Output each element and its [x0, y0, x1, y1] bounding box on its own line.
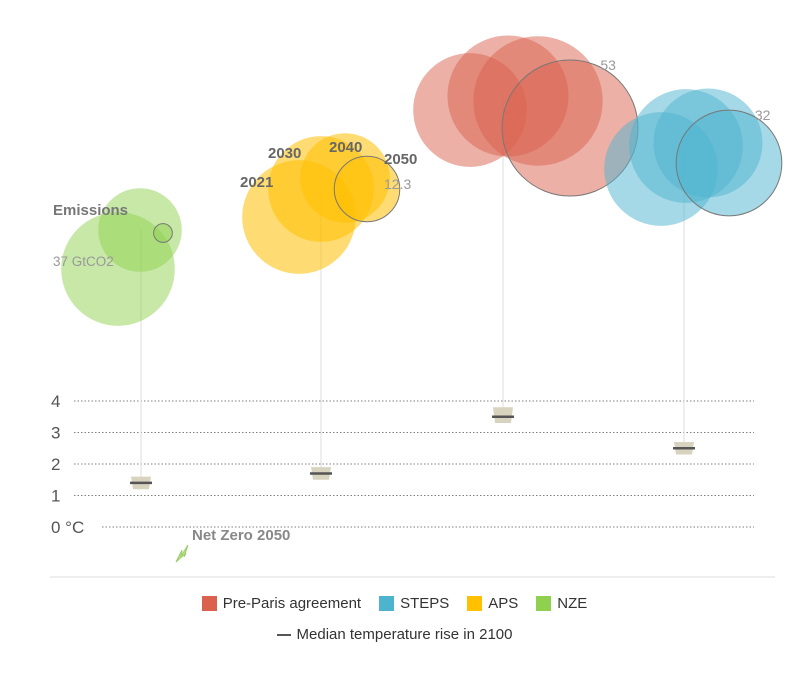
legend-item-steps[interactable]: STEPS — [379, 595, 449, 612]
legend-swatch-steps — [379, 596, 395, 611]
y-tick-label: 3 — [51, 424, 60, 443]
legend-median: Median temperature rise in 2100 — [0, 626, 789, 643]
chart-svg: 0 °C 1 2 3 4 12.3 53 32 2021 2030 2040 2050 Emission… — [50, 35, 783, 578]
legend-label-pre-paris: Pre-Paris agreement — [222, 595, 362, 612]
year-label-2021: 2021 — [240, 174, 273, 191]
legend-swatch-aps — [467, 596, 483, 611]
legend-label-nze: NZE — [557, 595, 588, 612]
bubble-nze-2050 — [153, 223, 173, 243]
legend-swatch-pre-paris — [201, 596, 217, 611]
bubble-nze-2030 — [98, 188, 182, 272]
legend-label-aps: APS — [488, 595, 519, 612]
legend-item-aps[interactable]: APS — [467, 595, 518, 612]
temperature-range-pre-paris — [493, 407, 513, 424]
y-tick-label: 2 — [51, 455, 60, 474]
legend-item-median: Median temperature rise in 2100 — [276, 626, 513, 643]
legend-label-median: Median temperature rise in 2100 — [296, 626, 513, 643]
y-tick-label: 4 — [51, 392, 60, 411]
y-tick-label: 1 — [51, 487, 60, 506]
end-label-aps: 12.3 — [384, 176, 411, 192]
legend-item-nze[interactable]: NZE — [536, 595, 587, 612]
bubble-steps-2050 — [675, 109, 783, 217]
year-label-2050: 2050 — [384, 151, 417, 168]
legend: Pre-Paris agreement STEPS APS NZE — [0, 595, 789, 612]
median-mark-icon — [276, 633, 291, 636]
y-tick-label: 0 °C — [51, 518, 84, 537]
year-label-2040: 2040 — [329, 139, 362, 156]
emissions-value-label: 37 GtCO2 — [53, 254, 114, 269]
end-label-pre-paris: 53 — [600, 57, 616, 73]
end-label-steps: 32 — [755, 107, 771, 123]
net-zero-label: Net Zero 2050 — [192, 527, 290, 544]
legend-item-pre-paris[interactable]: Pre-Paris agreement — [201, 595, 362, 612]
bubble-aps-2050 — [333, 155, 401, 223]
emissions-label: Emissions — [53, 202, 128, 219]
legend-swatch-nze — [536, 596, 552, 611]
legend-label-steps: STEPS — [400, 595, 450, 612]
net-zero-icon — [175, 544, 189, 563]
year-label-2030: 2030 — [268, 145, 301, 162]
